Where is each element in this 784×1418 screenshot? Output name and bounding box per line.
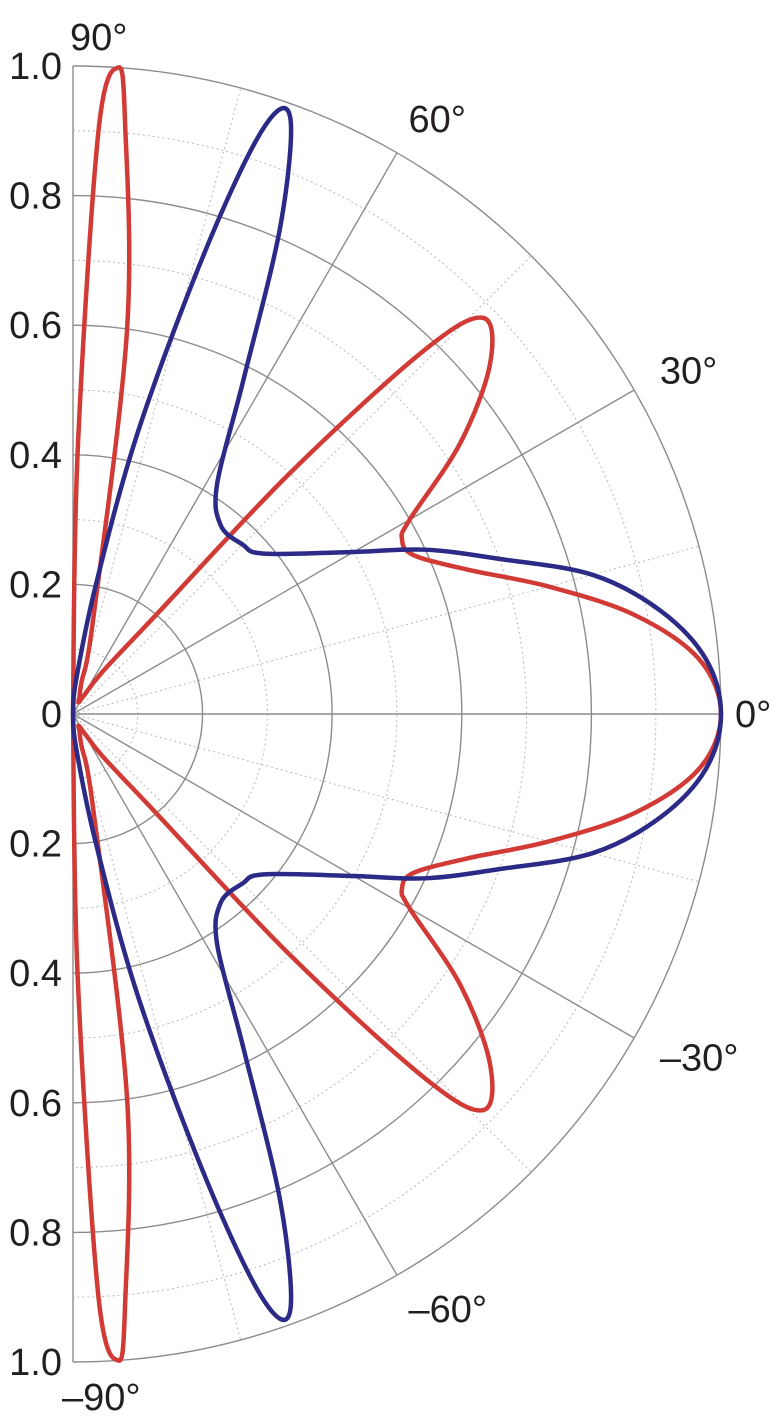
minor-angle-gridline <box>72 713 700 883</box>
minor-angle-gridline <box>72 255 532 715</box>
radial-tick-label: 0 <box>41 694 62 736</box>
radial-tick-label: 0.2 <box>9 564 62 606</box>
minor-angle-gridline <box>72 545 700 715</box>
angle-tick-label: –60° <box>408 1289 487 1331</box>
major-angle-gridline <box>72 152 398 715</box>
minor-radial-gridline <box>72 259 528 1169</box>
radial-tick-label: 0.8 <box>9 1212 62 1254</box>
radial-tick-label: 0.6 <box>9 305 62 347</box>
series-layer <box>70 65 724 1363</box>
radial-tick-label: 0.8 <box>9 176 62 218</box>
angle-tick-label: 30° <box>660 351 717 393</box>
radial-tick-label: 0.4 <box>9 953 62 995</box>
minor-angle-gridline <box>72 713 532 1173</box>
radial-tick-label: 1.0 <box>9 46 62 88</box>
radial-tick-label: 1.0 <box>9 1342 62 1384</box>
minor-angle-gridline <box>72 87 242 715</box>
radial-tick-label: 0.2 <box>9 824 62 866</box>
radial-tick-label: 0.6 <box>9 1083 62 1125</box>
angle-tick-label: –90° <box>62 1377 141 1418</box>
major-grid <box>72 65 722 1363</box>
angle-tick-label: 60° <box>408 99 465 141</box>
major-angle-gridline <box>72 713 398 1276</box>
angle-tick-label: 90° <box>70 17 127 59</box>
angle-tick-label: –30° <box>660 1037 739 1079</box>
radial-tick-labels: 1.0 0.8 0.6 0.4 0.2 0 0.2 0.4 0.6 0.8 1.0 <box>9 46 62 1384</box>
series-line-2 <box>70 105 724 1323</box>
angle-tick-label: 0° <box>735 694 771 736</box>
minor-angle-gridline <box>72 713 242 1341</box>
radial-tick-label: 0.4 <box>9 435 62 477</box>
angle-tick-labels: 90° 60° 30° 0° –30° –60° –90° <box>62 17 771 1418</box>
